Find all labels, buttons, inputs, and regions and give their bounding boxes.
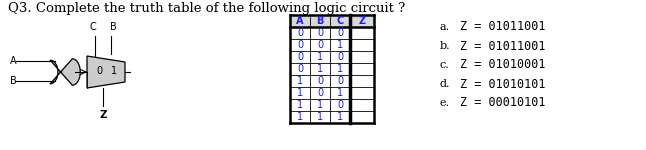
Text: Z = 01010001: Z = 01010001 [460, 58, 545, 72]
Text: 1: 1 [297, 100, 303, 110]
Text: Z = 01011001: Z = 01011001 [460, 39, 545, 52]
Text: d.: d. [440, 79, 450, 89]
Text: A: A [297, 16, 304, 26]
Text: Z = 01010101: Z = 01010101 [460, 78, 545, 90]
Text: 1: 1 [317, 64, 323, 74]
Text: 1: 1 [337, 88, 343, 98]
Text: 1: 1 [337, 40, 343, 50]
Text: Z = 00010101: Z = 00010101 [460, 96, 545, 110]
Text: 1: 1 [317, 100, 323, 110]
Text: 0: 0 [297, 28, 303, 38]
Text: Z: Z [359, 16, 366, 26]
Polygon shape [87, 56, 125, 88]
Text: Z = 01011001: Z = 01011001 [460, 21, 545, 33]
Text: C: C [337, 16, 344, 26]
Text: Z: Z [99, 110, 107, 120]
Text: 1: 1 [297, 76, 303, 86]
Text: 0: 0 [317, 76, 323, 86]
Text: 1: 1 [111, 66, 117, 76]
Text: 0: 0 [317, 40, 323, 50]
Text: B: B [110, 22, 116, 32]
Text: Q3. Complete the truth table of the following logic circuit ?: Q3. Complete the truth table of the foll… [8, 2, 405, 15]
Text: B: B [10, 76, 17, 86]
Text: 1: 1 [317, 112, 323, 122]
Text: 0: 0 [337, 100, 343, 110]
Text: 1: 1 [337, 64, 343, 74]
Text: 1: 1 [317, 52, 323, 62]
Text: A: A [10, 56, 17, 66]
Text: 0: 0 [317, 28, 323, 38]
Text: 1: 1 [337, 112, 343, 122]
Text: 0: 0 [297, 64, 303, 74]
Polygon shape [50, 59, 80, 85]
Bar [290, 15, 374, 27]
Text: 0: 0 [297, 40, 303, 50]
Text: 0: 0 [337, 52, 343, 62]
Text: B: B [317, 16, 324, 26]
Text: 0: 0 [317, 88, 323, 98]
Text: 0: 0 [96, 66, 102, 76]
Text: 1: 1 [297, 88, 303, 98]
Text: 1: 1 [297, 112, 303, 122]
Text: e.: e. [440, 98, 450, 108]
Text: c.: c. [440, 60, 450, 70]
Text: 0: 0 [337, 76, 343, 86]
Text: b.: b. [440, 41, 451, 51]
Text: C: C [90, 22, 96, 32]
Text: 0: 0 [337, 28, 343, 38]
Bar [290, 15, 374, 123]
Text: a.: a. [440, 22, 450, 32]
Text: 0: 0 [297, 52, 303, 62]
